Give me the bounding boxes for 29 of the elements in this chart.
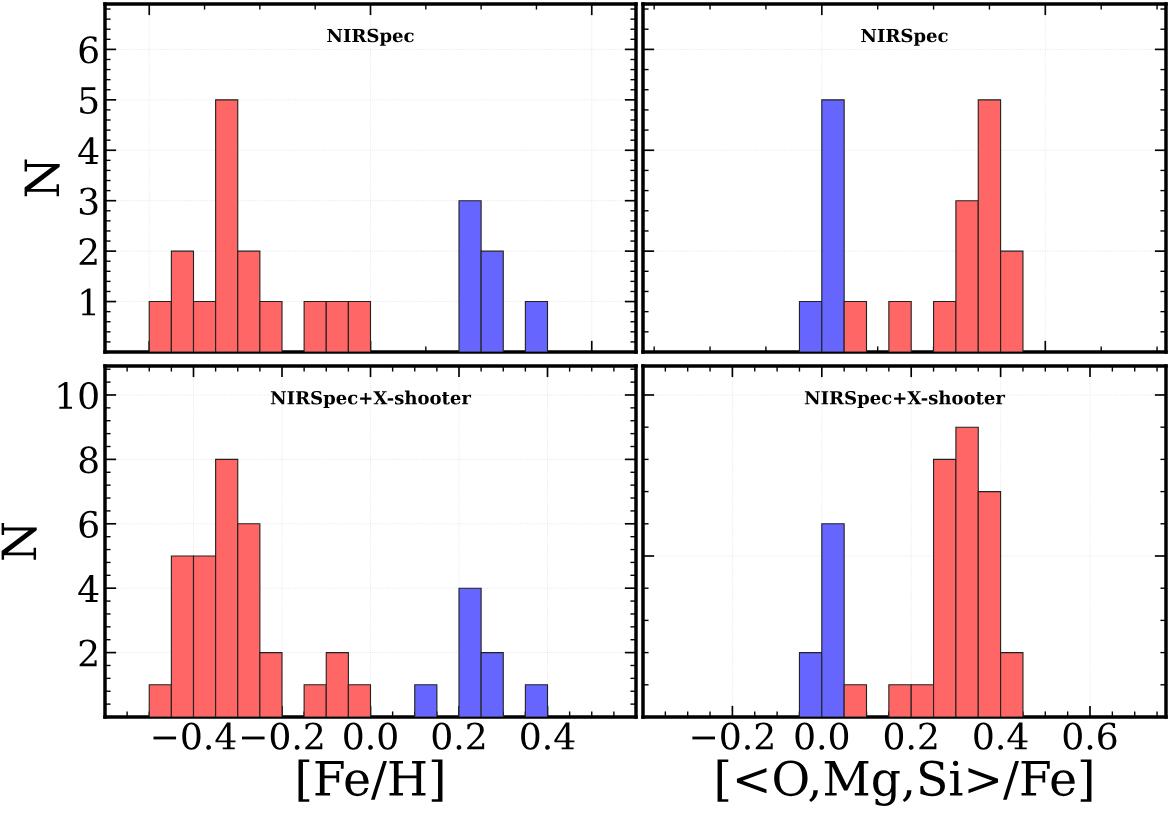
x-tick-label: 0.6 (1063, 722, 1117, 750)
x-tick-label: 0.4 (974, 722, 1028, 750)
x-axis-title: [Fe/H] (298, 759, 443, 802)
x-tick-label: −0.2 (241, 722, 323, 750)
annotation: NIRSpec (861, 28, 948, 46)
y-tick-label: 2 (79, 639, 97, 667)
x-tick-label: −0.4 (153, 722, 236, 750)
x-axis-title: [<O,Mg,Si>/Fe] (717, 759, 1092, 806)
x-tick-label: −0.2 (692, 722, 773, 750)
x-tick-label: 0.4 (521, 722, 575, 750)
y-tick-label: 4 (78, 137, 99, 164)
annotation: NIRSpec+X-shooter (270, 390, 472, 409)
annotation: NIRSpec (327, 28, 414, 46)
x-tick-label: 0.2 (432, 722, 485, 750)
y-tick-label: 6 (79, 510, 98, 539)
y-tick-label: 4 (78, 575, 99, 602)
y-tick-label: 1 (81, 288, 96, 316)
x-tick-label: 0.0 (795, 722, 849, 750)
x-tick-label: 0.2 (884, 722, 937, 750)
y-tick-label: 10 (58, 381, 98, 410)
y-tick-label: 6 (79, 36, 98, 64)
y-axis-title: N (24, 159, 60, 197)
y-tick-label: 3 (79, 187, 98, 215)
y-tick-label: 5 (80, 87, 98, 115)
y-axis-title: N (1, 522, 37, 560)
annotation: NIRSpec+X-shooter (804, 390, 1006, 409)
y-tick-label: 8 (79, 446, 98, 474)
x-tick-label: 0.0 (344, 722, 397, 750)
y-tick-label: 2 (79, 238, 97, 265)
